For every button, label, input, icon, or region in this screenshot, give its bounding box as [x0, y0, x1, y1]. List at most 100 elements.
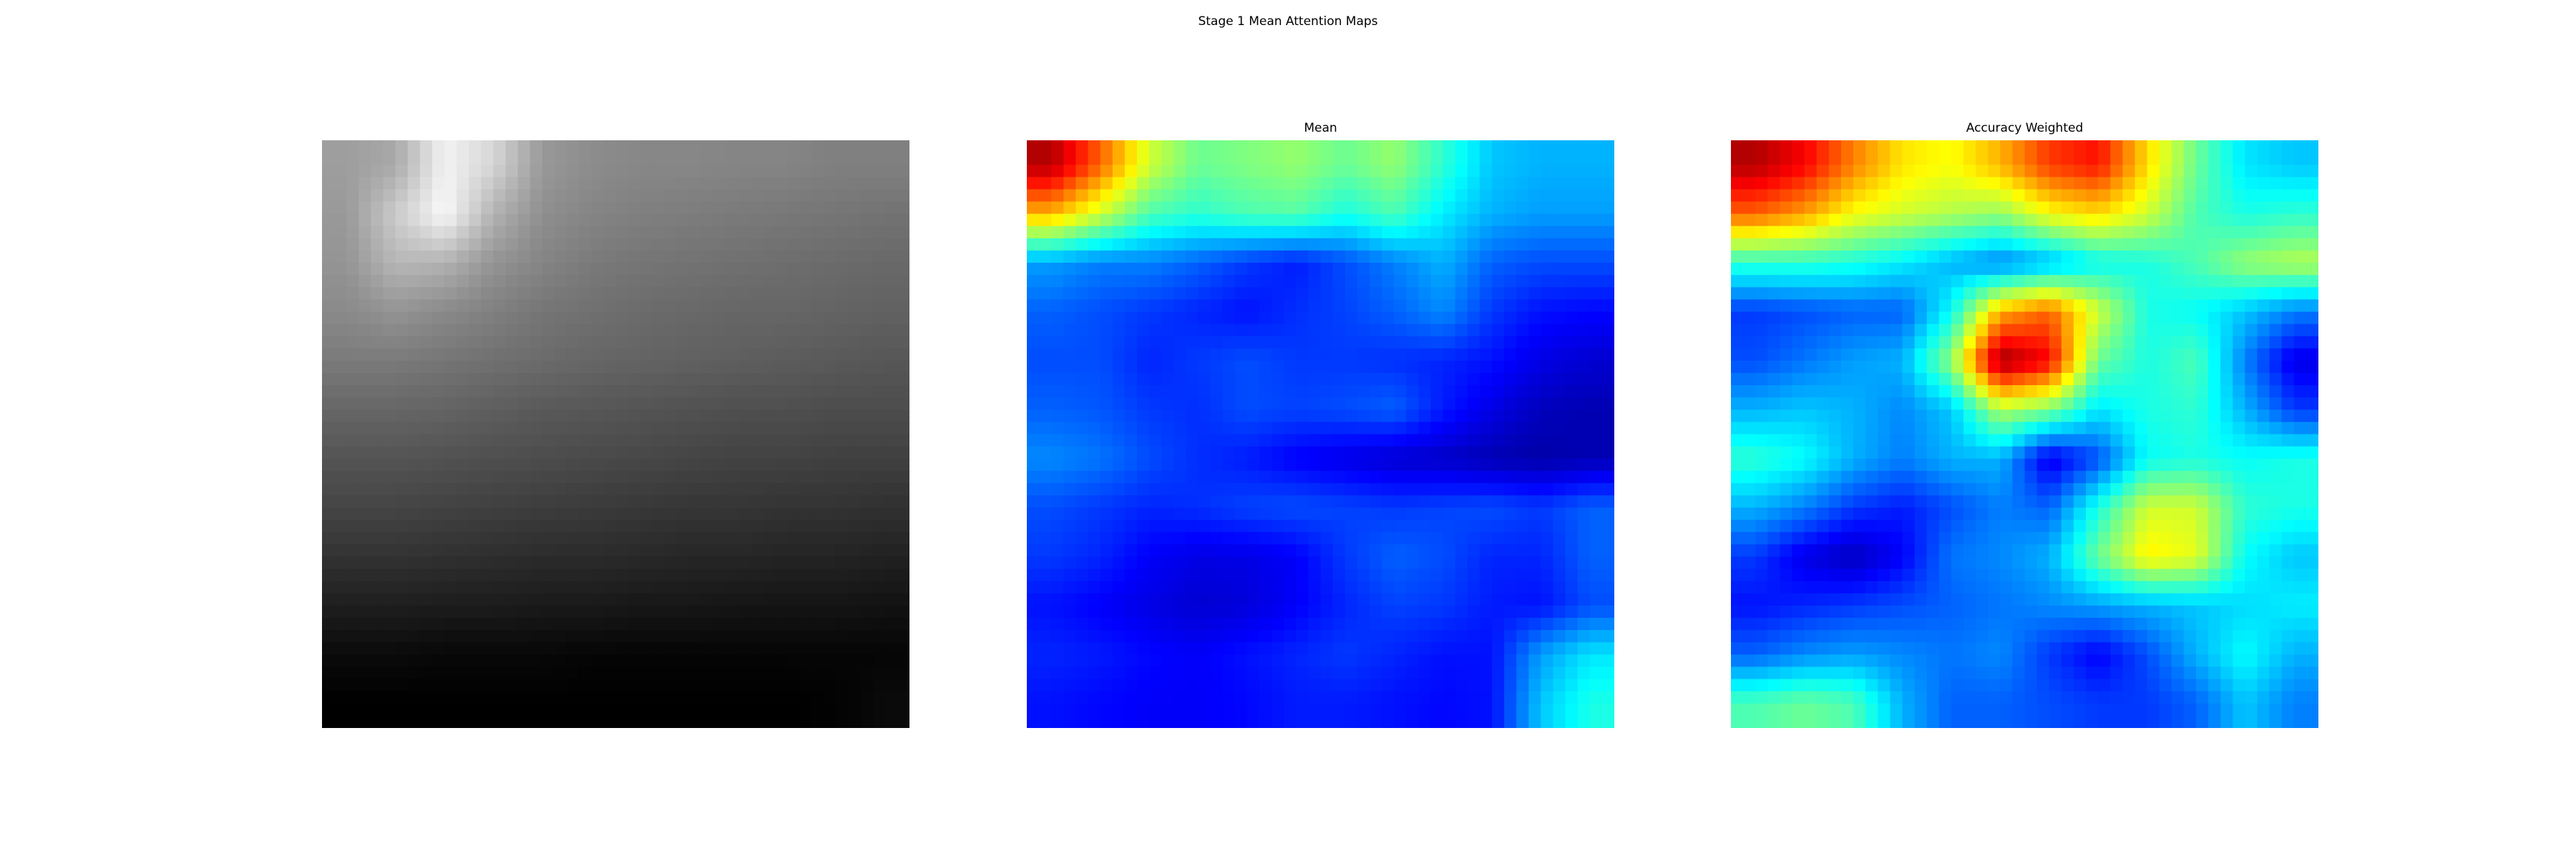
heatmap-cell [505, 152, 519, 165]
heatmap-cell [505, 605, 519, 618]
heatmap-cell [1210, 275, 1224, 288]
heatmap-cell [1840, 140, 1854, 153]
heatmap-cell [2159, 177, 2172, 190]
heatmap-cell [677, 275, 690, 288]
heatmap-cell [358, 385, 372, 398]
heatmap-cell [1816, 165, 1830, 178]
heatmap-cell [1382, 556, 1395, 570]
heatmap-cell [762, 372, 776, 386]
heatmap-cell [1100, 679, 1113, 692]
heatmap-cell [1345, 311, 1358, 325]
heatmap-cell [1161, 152, 1174, 165]
heatmap-cell [567, 372, 580, 386]
heatmap-cell [1051, 311, 1064, 325]
heatmap-cell [1443, 520, 1456, 533]
heatmap-cell [1296, 568, 1309, 582]
heatmap-cell [2061, 177, 2074, 190]
heatmap-cell [1430, 434, 1444, 447]
heatmap-cell [407, 715, 421, 728]
heatmap-cell [407, 177, 421, 190]
heatmap-cell [530, 642, 543, 655]
heatmap-cell [1394, 177, 1407, 190]
heatmap-cell [1246, 213, 1260, 227]
heatmap-cell [591, 324, 604, 337]
heatmap-cell [738, 482, 751, 496]
heatmap-cell [567, 495, 580, 508]
heatmap-cell [1357, 299, 1370, 313]
heatmap-cell [1332, 348, 1346, 361]
heatmap-cell [1357, 422, 1370, 435]
heatmap-cell [2208, 201, 2221, 215]
heatmap-cell [1357, 458, 1370, 472]
heatmap-cell [1577, 275, 1591, 288]
heatmap-cell [1443, 482, 1456, 496]
heatmap-cell [738, 360, 751, 374]
heatmap-cell [371, 299, 384, 313]
heatmap-cell [1063, 715, 1077, 728]
heatmap-cell [1357, 213, 1370, 227]
heatmap-cell [567, 568, 580, 582]
heatmap-cell [897, 654, 909, 668]
heatmap-cell [1222, 630, 1236, 643]
heatmap-cell [713, 372, 727, 386]
heatmap-cell [824, 275, 836, 288]
heatmap-cell [713, 287, 727, 300]
heatmap-cell [1149, 556, 1162, 570]
heatmap-cell [1234, 250, 1248, 263]
heatmap-cell [591, 703, 604, 717]
heatmap-cell [872, 679, 886, 692]
heatmap-cell [1332, 177, 1346, 190]
heatmap-cell [1332, 508, 1346, 520]
heatmap-cell [1186, 703, 1199, 717]
heatmap-cell [567, 385, 580, 398]
heatmap-cell [824, 409, 836, 422]
heatmap-cell [1878, 189, 1890, 203]
heatmap-cell [1027, 703, 1040, 717]
heatmap-cell [713, 152, 727, 165]
heatmap-cell [1075, 372, 1089, 386]
heatmap-cell [322, 630, 335, 643]
heatmap-cell [591, 556, 604, 570]
heatmap-cell [786, 311, 800, 325]
heatmap-cell [1272, 225, 1284, 239]
heatmap-cell [1112, 532, 1126, 545]
heatmap-cell [2086, 140, 2099, 153]
heatmap-cell [884, 679, 898, 692]
heatmap-cell [1234, 299, 1248, 313]
heatmap-cell [664, 605, 678, 618]
heatmap-cell [603, 508, 617, 520]
heatmap-cell [1345, 238, 1358, 251]
heatmap-cell [554, 520, 567, 533]
heatmap-cell [1455, 470, 1468, 484]
heatmap-cell [517, 189, 531, 203]
heatmap-cell [1443, 213, 1456, 227]
heatmap-cell [554, 691, 567, 704]
heatmap-cell [579, 140, 592, 153]
heatmap-cell [762, 666, 776, 680]
heatmap-cell [1601, 397, 1614, 410]
heatmap-cell [395, 324, 409, 337]
heatmap-cell [860, 201, 874, 215]
heatmap-cell [1345, 568, 1358, 582]
heatmap-cell [481, 263, 494, 276]
heatmap-cell [1063, 238, 1077, 251]
heatmap-cell [1161, 434, 1174, 447]
heatmap-cell [1186, 470, 1199, 484]
heatmap-cell [1075, 691, 1089, 704]
heatmap-cell [1345, 324, 1358, 337]
heatmap-cell [1246, 336, 1260, 349]
heatmap-cell [1027, 225, 1040, 239]
heatmap-cell [1124, 250, 1138, 263]
heatmap-cell [444, 263, 457, 276]
heatmap-cell [1075, 311, 1089, 325]
heatmap-cell [1320, 691, 1334, 704]
heatmap-cell [530, 299, 543, 313]
heatmap-cell [786, 213, 800, 227]
heatmap-cell [444, 287, 457, 300]
heatmap-cell [517, 311, 531, 325]
heatmap-cell [358, 140, 372, 153]
heatmap-cell [1840, 165, 1854, 178]
heatmap-cell [371, 446, 384, 460]
heatmap-cell [1161, 360, 1174, 374]
heatmap-cell [872, 691, 886, 704]
